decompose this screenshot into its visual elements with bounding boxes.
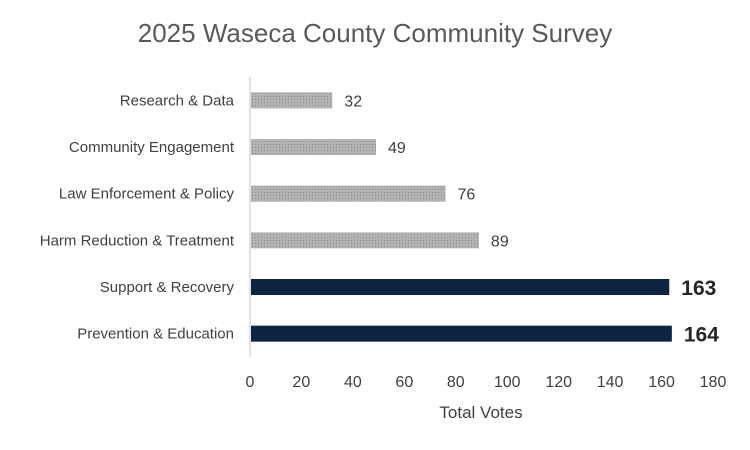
category-label-harm-reduction-treatment: Harm Reduction & Treatment: [40, 232, 235, 249]
x-tick-label-120: 120: [545, 374, 572, 391]
x-tick-label-160: 160: [648, 374, 675, 391]
x-axis-title: Total Votes: [439, 403, 522, 422]
category-label-research-data: Research & Data: [120, 92, 235, 109]
data-label-prevention-education: 164: [684, 324, 719, 347]
data-label-law-enforcement-policy: 76: [457, 187, 475, 204]
bar-prevention-education: [251, 325, 672, 342]
x-tick-label-100: 100: [494, 374, 521, 391]
category-label-prevention-education: Prevention & Education: [77, 326, 234, 343]
x-tick-label-40: 40: [344, 374, 362, 391]
x-tick-label-140: 140: [597, 374, 624, 391]
x-tick-label-180: 180: [700, 374, 727, 391]
category-label-community-engagement: Community Engagement: [69, 139, 235, 156]
category-label-law-enforcement-policy: Law Enforcement & Policy: [59, 186, 235, 203]
x-tick-label-80: 80: [447, 374, 465, 391]
x-tick-label-20: 20: [293, 374, 311, 391]
data-label-harm-reduction-treatment: 89: [491, 233, 509, 250]
plot-area: Research & Data 32 Community Engagement 49 L…: [40, 77, 727, 391]
bar-law-enforcement-policy: [251, 185, 446, 202]
data-label-support-recovery: 163: [681, 277, 716, 300]
data-label-community-engagement: 49: [388, 140, 406, 157]
x-tick-label-0: 0: [246, 374, 255, 391]
chart-title: 2025 Waseca County Community Survey: [138, 18, 612, 48]
bar-research-data: [251, 92, 333, 109]
bar-community-engagement: [251, 139, 377, 155]
x-tick-label-60: 60: [395, 374, 413, 391]
category-label-support-recovery: Support & Recovery: [100, 279, 235, 296]
bar-harm-reduction-treatment: [251, 232, 479, 249]
data-label-research-data: 32: [344, 93, 362, 110]
bar-support-recovery: [251, 279, 670, 295]
